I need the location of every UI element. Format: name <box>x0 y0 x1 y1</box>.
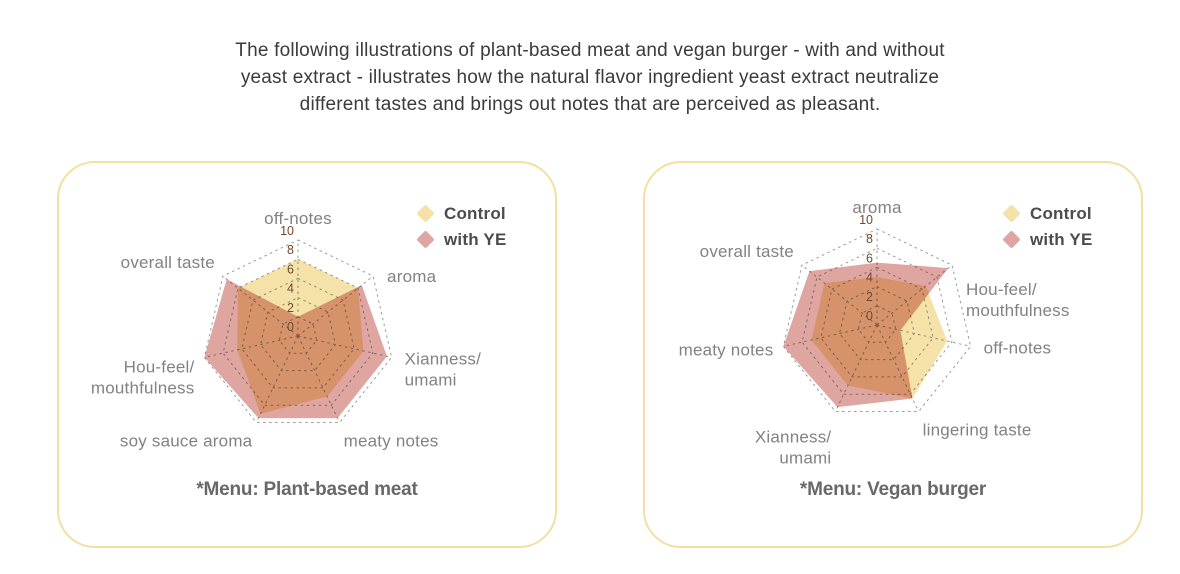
tick-label: 8 <box>287 243 294 257</box>
legend-label-control: Control <box>1030 203 1092 223</box>
control-diamond-icon <box>416 204 435 223</box>
axis-label: Hou-feel/mouthfulness <box>91 357 195 397</box>
radar-grid-ring <box>203 239 393 423</box>
axis-label: off-notes <box>984 338 1052 357</box>
control-diamond-icon <box>1002 204 1021 223</box>
axis-label: Hou-feel/mouthfulness <box>966 280 1070 320</box>
header-line: different tastes and brings out notes th… <box>299 94 881 115</box>
tick-label: 0 <box>866 309 873 323</box>
card-vegan-burger: 0 2 4 6 8 10 aroma Hou-feel/mouthfulness off-not… <box>643 161 1143 548</box>
legend-label-with-ye: with YE <box>1030 229 1093 249</box>
legend: Control with YE <box>416 203 507 255</box>
axis-label: overall taste <box>121 253 215 272</box>
tick-label: 10 <box>280 224 294 238</box>
axis-label: overall taste <box>700 242 794 261</box>
legend-row-control: Control <box>416 203 507 224</box>
tick-label: 2 <box>287 301 294 315</box>
legend-label-with-ye: with YE <box>444 229 507 249</box>
tick-label: 0 <box>287 320 294 334</box>
header-line: yeast extract - illustrates how the natu… <box>240 67 940 88</box>
tick-label: 8 <box>866 232 873 246</box>
with-ye-diamond-icon <box>416 230 435 249</box>
axis-label: lingering taste <box>923 420 1032 439</box>
axis-label: soy sauce aroma <box>120 431 253 450</box>
legend-row-with-ye: with YE <box>1002 229 1093 250</box>
with-ye-diamond-icon <box>1002 230 1021 249</box>
with-ye-series-polygon <box>204 279 387 419</box>
tick-label: 2 <box>866 290 873 304</box>
chart-caption: *Menu: Plant-based meat <box>196 479 418 500</box>
header-text: The following illustrations of plant-bas… <box>0 37 1180 118</box>
axis-label: Xianness/umami <box>755 427 832 467</box>
legend-row-control: Control <box>1002 203 1093 224</box>
tick-label: 10 <box>859 213 873 227</box>
tick-label: 6 <box>866 251 873 265</box>
legend-row-with-ye: with YE <box>416 229 507 250</box>
tick-label: 4 <box>866 271 873 285</box>
chart-caption: *Menu: Vegan burger <box>799 479 987 500</box>
axis-label: meaty notes <box>344 431 439 450</box>
card-plant-based-meat: 0 2 4 6 8 10 off-notes aroma Xianness/umami meaty… <box>57 161 557 548</box>
axis-label: meaty notes <box>679 340 774 359</box>
axis-label: aroma <box>387 267 437 286</box>
header-line: The following illustrations of plant-bas… <box>235 40 945 61</box>
tick-label: 6 <box>287 262 294 276</box>
radar-grid-ring <box>782 228 972 412</box>
legend-label-control: Control <box>444 203 506 223</box>
axis-label: aroma <box>852 198 902 217</box>
with-ye-series-polygon <box>783 262 949 408</box>
axis-label: off-notes <box>264 209 332 228</box>
tick-label: 4 <box>287 282 294 296</box>
legend: Control with YE <box>1002 203 1093 255</box>
axis-label: Xianness/umami <box>405 349 482 389</box>
